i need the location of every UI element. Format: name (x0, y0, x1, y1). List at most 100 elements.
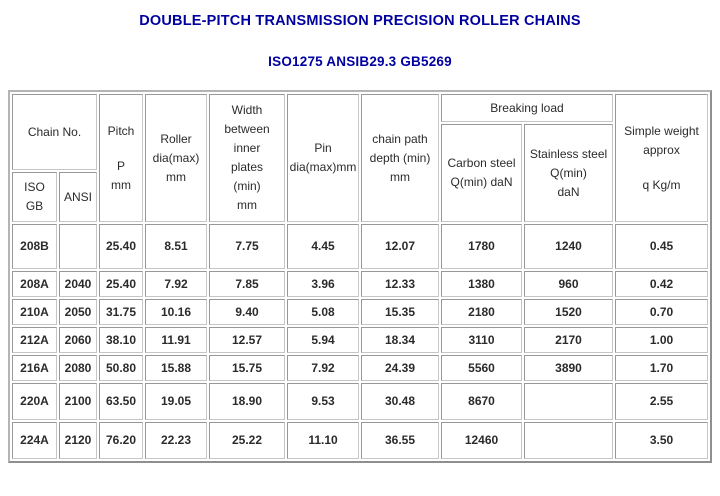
cell-roller: 10.16 (145, 299, 207, 325)
header-carbon-steel: Carbon steel Q(min) daN (441, 124, 522, 222)
header-simple-weight: Simple weight approx q Kg/m (615, 94, 708, 222)
cell-carbon: 2180 (441, 299, 522, 325)
table-row: 220A 2100 63.50 19.05 18.90 9.53 30.48 8… (12, 383, 708, 420)
cell-pitch: 25.40 (99, 224, 143, 269)
header-ansi: ANSI (59, 172, 97, 222)
cell-iso-gb: 210A (12, 299, 57, 325)
cell-roller: 19.05 (145, 383, 207, 420)
cell-carbon: 1380 (441, 271, 522, 297)
cell-pitch: 38.10 (99, 327, 143, 353)
table-row: 208A 2040 25.40 7.92 7.85 3.96 12.33 138… (12, 271, 708, 297)
cell-ansi: 2120 (59, 422, 97, 459)
header-pin-dia: Pin dia(max)mm (287, 94, 359, 222)
cell-depth: 12.33 (361, 271, 439, 297)
header-carbon-line: Carbon steel (447, 156, 516, 170)
cell-weight: 3.50 (615, 422, 708, 459)
header-iso-gb-line: GB (25, 199, 44, 213)
cell-iso-gb: 212A (12, 327, 57, 353)
header-iso-gb: ISO GB (12, 172, 57, 222)
header-stainless-line: Q(min) (550, 165, 587, 180)
page-title: DOUBLE-PITCH TRANSMISSION PRECISION ROLL… (139, 13, 581, 29)
cell-depth: 15.35 (361, 299, 439, 325)
cell-ansi: 2080 (59, 355, 97, 381)
cell-stainless: 1240 (524, 224, 613, 269)
cell-iso-gb: 224A (12, 422, 57, 459)
header-width-line: Width (231, 103, 263, 117)
cell-depth: 12.07 (361, 224, 439, 269)
table-row: 210A 2050 31.75 10.16 9.40 5.08 15.35 21… (12, 299, 708, 325)
cell-width: 18.90 (209, 383, 285, 420)
header-pitch: Pitch P mm (99, 94, 143, 222)
cell-ansi: 2040 (59, 271, 97, 297)
cell-ansi: 2060 (59, 327, 97, 353)
header-pin-line: dia(max)mm (289, 160, 357, 174)
header-width-inner-plates: Width between inner plates (min) mm (209, 94, 285, 222)
cell-weight: 1.00 (615, 327, 708, 353)
cell-stainless (524, 383, 613, 420)
header-carbon-line: Q(min) daN (450, 175, 513, 189)
cell-iso-gb: 220A (12, 383, 57, 420)
cell-width: 7.85 (209, 271, 285, 297)
cell-carbon: 12460 (441, 422, 522, 459)
cell-width: 25.22 (209, 422, 285, 459)
cell-pitch: 76.20 (99, 422, 143, 459)
header-width-line: plates (230, 160, 264, 174)
roller-chain-spec-table: Chain No. Pitch P mm Roller dia(max) mm … (8, 90, 712, 463)
cell-ansi (59, 224, 97, 269)
cell-iso-gb: 208A (12, 271, 57, 297)
cell-pin: 3.96 (287, 271, 359, 297)
header-iso-gb-line: ISO (24, 180, 45, 194)
cell-pitch: 31.75 (99, 299, 143, 325)
table-row: 224A 2120 76.20 22.23 25.22 11.10 36.55 … (12, 422, 708, 459)
cell-stainless: 3890 (524, 355, 613, 381)
cell-pitch: 25.40 (99, 271, 143, 297)
cell-roller: 15.88 (145, 355, 207, 381)
cell-pin: 11.10 (287, 422, 359, 459)
cell-width: 15.75 (209, 355, 285, 381)
header-pitch-line: mm (111, 177, 131, 192)
header-width-line: (min) (233, 179, 261, 193)
cell-weight: 0.42 (615, 271, 708, 297)
header-roller-line: Roller (160, 131, 192, 146)
cell-pitch: 50.80 (99, 355, 143, 381)
header-pitch-line: P (116, 158, 125, 173)
header-width-line: between inner (224, 122, 270, 155)
cell-pin: 7.92 (287, 355, 359, 381)
cell-stainless: 960 (524, 271, 613, 297)
cell-pin: 5.08 (287, 299, 359, 325)
cell-pin: 5.94 (287, 327, 359, 353)
cell-depth: 30.48 (361, 383, 439, 420)
header-roller-dia: Roller dia(max) mm (145, 94, 207, 222)
header-roller-line: mm (166, 169, 186, 184)
cell-weight: 0.45 (615, 224, 708, 269)
cell-pin: 4.45 (287, 224, 359, 269)
cell-roller: 22.23 (145, 422, 207, 459)
cell-weight: 0.70 (615, 299, 708, 325)
header-stainless-line: daN (557, 184, 580, 199)
cell-carbon: 3110 (441, 327, 522, 353)
header-chain-path-line: depth (min) (369, 150, 431, 165)
cell-stainless (524, 422, 613, 459)
header-pitch-line: Pitch (107, 123, 135, 138)
header-stainless-steel: Stainless steel Q(min) daN (524, 124, 613, 222)
header-stainless-line: Stainless steel (529, 146, 608, 161)
cell-ansi: 2050 (59, 299, 97, 325)
table-row: 208B 25.40 8.51 7.75 4.45 12.07 1780 124… (12, 224, 708, 269)
cell-width: 7.75 (209, 224, 285, 269)
cell-carbon: 1780 (441, 224, 522, 269)
cell-depth: 18.34 (361, 327, 439, 353)
header-chain-path-depth: chain path depth (min) mm (361, 94, 439, 222)
page-subtitle: ISO1275 ANSIB29.3 GB5269 (268, 54, 452, 69)
header-simple-weight-line: Simple weight (624, 123, 699, 138)
cell-iso-gb: 216A (12, 355, 57, 381)
header-chain-path-line: chain path (372, 131, 428, 146)
cell-width: 9.40 (209, 299, 285, 325)
cell-pitch: 63.50 (99, 383, 143, 420)
cell-roller: 8.51 (145, 224, 207, 269)
table-row: 212A 2060 38.10 11.91 12.57 5.94 18.34 3… (12, 327, 708, 353)
cell-carbon: 8670 (441, 383, 522, 420)
cell-carbon: 5560 (441, 355, 522, 381)
cell-width: 12.57 (209, 327, 285, 353)
header-breaking-load: Breaking load (441, 94, 613, 122)
cell-stainless: 2170 (524, 327, 613, 353)
